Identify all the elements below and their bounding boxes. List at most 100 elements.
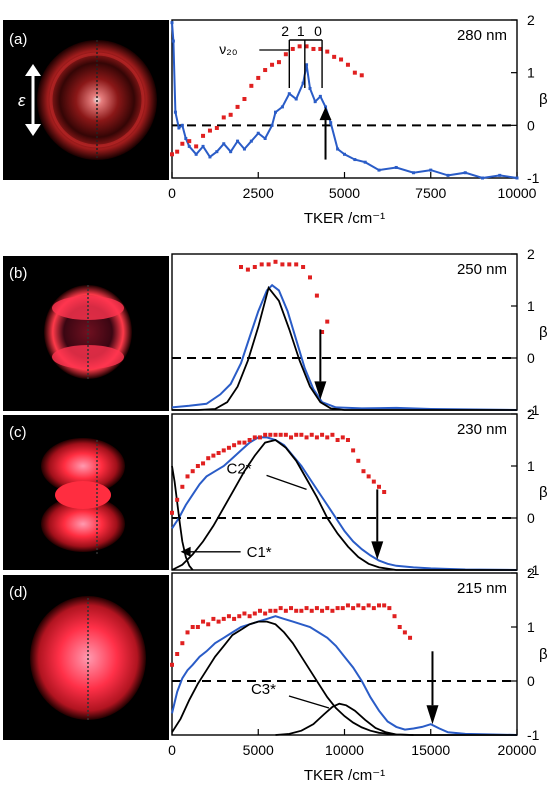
panel-c-beta-point	[221, 448, 226, 453]
panel-a-tker-point	[294, 97, 298, 101]
panel-a-comb-label: 2	[281, 23, 289, 39]
panel-b-y-tick-label: 2	[527, 246, 535, 262]
panel-a-tker-point	[353, 158, 357, 162]
panel-d-beta-point	[397, 625, 402, 629]
panel-b-beta-point	[308, 275, 312, 280]
panel-d-beta-label: β	[539, 646, 548, 663]
panel-a-tker-point	[208, 155, 212, 159]
panel-d-beta-point	[294, 608, 299, 613]
panel-b-beta-point	[245, 267, 250, 272]
panel-a-beta-point	[332, 54, 337, 59]
panel-a-beta-point	[175, 149, 180, 154]
panel-b-beta-point	[280, 262, 285, 267]
panel-c-y-tick-label: 1	[527, 458, 535, 474]
panel-c-c2-pointer	[266, 474, 307, 491]
panel-a-tker-point	[301, 81, 305, 85]
panel-d-beta-point	[320, 608, 325, 613]
velocity-map-image-b	[3, 256, 169, 411]
panel-label-c: (c)	[9, 424, 27, 441]
panel-a-tker-point	[463, 171, 467, 175]
velocity-map-image-c	[3, 415, 169, 570]
panel-a-tker-point	[429, 168, 433, 172]
panel-a-tker-point	[215, 150, 219, 154]
panel-c-beta-point	[351, 448, 356, 453]
panel-c-beta-point	[345, 438, 350, 442]
panel-a-y-tick-label: 1	[527, 65, 535, 81]
panel-a-beta-point	[187, 139, 192, 144]
panel-a-tker-point	[187, 144, 191, 148]
panel-d-tker-spectrum	[171, 615, 518, 736]
panel-a-tker-point	[412, 171, 415, 175]
panel-a-x-tick-label: 7500	[415, 185, 446, 201]
panel-d-beta-point	[221, 616, 226, 621]
panel-c-beta-point	[170, 510, 174, 515]
panel-label-a: (a)	[9, 31, 27, 48]
panel-a-beta-point	[318, 46, 323, 51]
panel-b-beta-point	[252, 265, 257, 269]
panel-c-beta-point	[371, 479, 376, 484]
panel-a-y-tick-label: 2	[527, 12, 535, 28]
panel-a-beta-point	[201, 133, 206, 138]
panel-a-tker-point	[194, 152, 198, 156]
panel-c-beta-point	[268, 432, 273, 437]
panel-a-tker-point	[446, 173, 450, 177]
panel-d-beta-point	[299, 608, 304, 613]
panel-d-beta-point	[392, 614, 397, 619]
panel-d-beta-point	[387, 606, 392, 611]
panel-a-beta-point	[194, 144, 199, 149]
panel-c-beta-point	[309, 432, 314, 437]
panel-a-arrow-head	[319, 106, 332, 121]
panel-d-wavelength: 215 nm	[457, 580, 507, 597]
panel-a-tker-point	[363, 160, 367, 164]
panel-a-tker-point	[336, 147, 340, 151]
panel-c-y-tick-label: -1	[527, 562, 540, 578]
panel-c-beta-point	[185, 474, 190, 479]
panel-c-beta-point	[335, 438, 340, 442]
panel-c-beta-point	[216, 451, 221, 455]
panel-c-beta-point	[226, 445, 231, 450]
panel-c-beta-label: β	[539, 484, 548, 501]
panel-d-beta-point	[408, 635, 413, 640]
panel-d-beta-point	[402, 630, 407, 635]
panel-d-x-tick-label: 5000	[243, 742, 274, 758]
panel-d-beta-point	[371, 606, 376, 611]
panel-c-beta-point	[283, 432, 288, 437]
panel-a-vib-label: ν₂₀	[219, 41, 237, 57]
panel-a-tker-point	[177, 126, 181, 130]
panel-c-fit-2	[171, 465, 194, 571]
panel-c-beta-point	[237, 440, 242, 445]
panel-d-beta-point	[242, 611, 247, 616]
panel-d-beta-point	[340, 606, 345, 611]
panel-d-beta-point	[263, 611, 268, 616]
panel-d-beta-point	[314, 606, 319, 611]
panel-c-beta-point	[382, 490, 387, 494]
panel-d-beta-point	[201, 619, 206, 624]
panel-c-beta-point	[304, 435, 309, 440]
panel-d-beta-point	[237, 614, 242, 619]
panel-d-beta-point	[190, 625, 195, 629]
panel-a-tker-point	[173, 110, 177, 114]
panel-c-fit-1	[171, 439, 517, 571]
panel-d-beta-point	[195, 625, 200, 629]
panel-a-beta-point	[180, 141, 185, 146]
panel-a-tker-point	[318, 94, 322, 98]
panel-c-beta-point	[211, 453, 216, 458]
panel-label-b: (b)	[9, 265, 27, 282]
panel-d-beta-point	[226, 614, 231, 619]
panel-a-tker-point	[242, 147, 246, 151]
panel-a-beta-point	[263, 68, 268, 73]
panel-d-beta-point	[216, 619, 221, 624]
panel-a-tker-point	[343, 152, 346, 156]
panel-c-beta-point	[175, 497, 180, 502]
panel-d-x-tick-label: 0	[168, 742, 176, 758]
panel-a-tker-point	[184, 137, 188, 140]
panel-c-beta-point	[206, 456, 211, 461]
panel-d-beta-point	[232, 616, 237, 621]
panel-b-beta-point	[287, 262, 292, 267]
panel-d-arrow-head	[426, 705, 439, 725]
panel-a-tker-point	[180, 123, 184, 127]
panel-c-beta-point	[273, 432, 278, 437]
panel-c-beta-point	[330, 432, 335, 437]
